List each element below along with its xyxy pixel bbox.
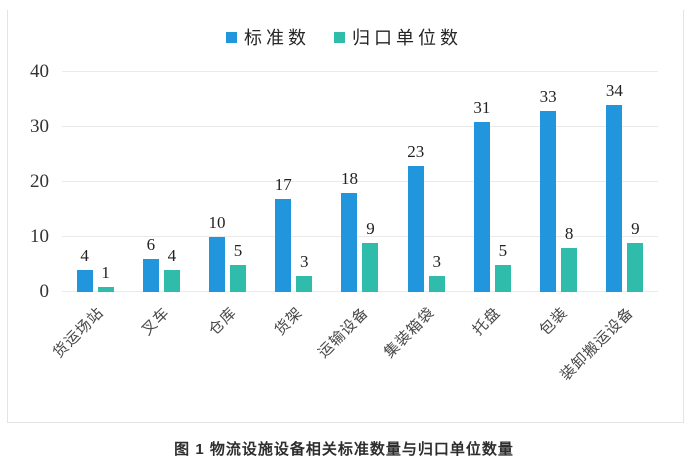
gridline — [62, 71, 658, 72]
gridline — [62, 291, 658, 292]
bar-value-label: 5 — [233, 240, 243, 260]
bar-group: 10 5 — [208, 72, 247, 292]
bar-column: 33 — [539, 72, 557, 292]
bar-value-label: 3 — [300, 251, 309, 271]
bar — [230, 264, 247, 292]
bar — [540, 110, 557, 292]
x-axis-category-label: 叉车 — [139, 304, 174, 339]
bar-column: 1 — [97, 72, 114, 292]
bar-column: 31 — [473, 72, 491, 292]
bar-group: 33 8 — [539, 72, 578, 292]
bar — [76, 270, 93, 292]
bar — [97, 286, 114, 292]
bar-column: 17 — [274, 72, 292, 292]
bar-value-label: 18 — [340, 169, 358, 188]
plot-area: 4 1 6 4 10 5 17 3 18 9 23 3 31 5 33 8 34 9 0 10 20 30 40 — [30, 61, 658, 302]
x-axis-category-label: 托盘 — [470, 304, 505, 339]
bar-value-label: 9 — [631, 218, 640, 238]
bar — [163, 270, 180, 292]
bar-value-label: 3 — [432, 251, 441, 271]
legend-item: 归口单位数 — [334, 24, 462, 50]
x-axis-category-label: 货运场站 — [50, 304, 108, 362]
y-axis-tick-label: 0 — [39, 281, 50, 302]
x-axis-category-label: 仓库 — [205, 304, 240, 339]
bar-value-label: 17 — [274, 174, 292, 194]
legend-swatch — [334, 31, 345, 43]
y-axis-tick-label: 20 — [30, 171, 49, 192]
x-axis-category-label: 集装箱袋 — [381, 304, 439, 362]
bar — [627, 242, 644, 292]
bar-value-label: 10 — [208, 213, 226, 232]
gridline — [62, 236, 658, 237]
image-border-left — [7, 10, 8, 422]
gridline — [62, 126, 658, 127]
y-axis-tick-label: 10 — [30, 226, 49, 247]
x-axis-category-label: 包装 — [536, 304, 571, 339]
bar-column: 4 — [76, 72, 93, 292]
bar-column: 9 — [362, 72, 379, 292]
legend-item: 标准数 — [226, 24, 310, 50]
bar-value-label: 34 — [605, 81, 623, 100]
bar — [341, 193, 358, 292]
bar — [494, 264, 511, 292]
x-axis-labels: 货运场站 叉车 仓库 货架 运输设备 集装箱袋 托盘 包装 装卸搬运设备 — [51, 298, 658, 428]
bar-value-label: 9 — [366, 218, 375, 238]
bar — [561, 248, 578, 292]
bar — [606, 105, 623, 292]
bar-column: 34 — [605, 72, 623, 292]
x-axis-category-label: 货架 — [271, 304, 306, 339]
bar-column: 3 — [296, 72, 313, 292]
bar-group: 31 5 — [473, 72, 511, 292]
bar — [362, 242, 379, 292]
bar-value-label: 4 — [167, 246, 177, 265]
bar-value-label: 33 — [539, 86, 557, 106]
legend: 标准数 归口单位数 — [0, 24, 688, 50]
legend-label: 标准数 — [244, 28, 310, 48]
bar — [473, 121, 490, 292]
bar-group: 18 9 — [340, 72, 379, 292]
legend-swatch — [226, 31, 237, 43]
bar-column: 9 — [627, 72, 644, 292]
bar-value-label: 31 — [473, 97, 491, 117]
bar-column: 3 — [428, 72, 445, 292]
bar-value-label: 8 — [564, 224, 574, 243]
bar-value-label: 1 — [101, 262, 110, 282]
bar-group: 34 9 — [605, 72, 644, 292]
bar — [407, 165, 424, 292]
image-border-bottom — [7, 422, 684, 423]
bar-column: 5 — [230, 72, 247, 292]
bar — [296, 275, 313, 292]
bar-column: 18 — [340, 72, 358, 292]
bar-column: 8 — [561, 72, 578, 292]
bar-value-label: 23 — [407, 141, 425, 161]
figure-caption: 图 1 物流设施设备相关标准数量与归口单位数量 — [174, 441, 514, 458]
bar-column: 23 — [407, 72, 425, 292]
legend-label: 归口单位数 — [352, 28, 462, 48]
bar-column: 10 — [208, 72, 226, 292]
bar-group: 23 3 — [407, 72, 445, 292]
gridline — [62, 181, 658, 182]
bar-column: 5 — [494, 72, 511, 292]
image-border-right — [683, 10, 684, 422]
bar — [209, 237, 226, 292]
bar — [428, 275, 445, 292]
bar-group: 17 3 — [274, 72, 313, 292]
y-axis-tick-label: 30 — [30, 116, 49, 137]
bar — [275, 198, 292, 292]
bar-value-label: 4 — [80, 246, 89, 265]
bar — [142, 259, 159, 292]
bar-column: 4 — [163, 72, 180, 292]
bar-value-label: 6 — [146, 235, 156, 254]
y-axis-tick-label: 40 — [30, 61, 49, 82]
bar-groups: 4 1 6 4 10 5 17 3 18 9 23 3 31 5 33 8 34 9 — [62, 72, 658, 292]
bar-value-label: 5 — [498, 240, 508, 260]
x-axis-category-label: 运输设备 — [315, 304, 373, 362]
bar-column: 6 — [142, 72, 159, 292]
